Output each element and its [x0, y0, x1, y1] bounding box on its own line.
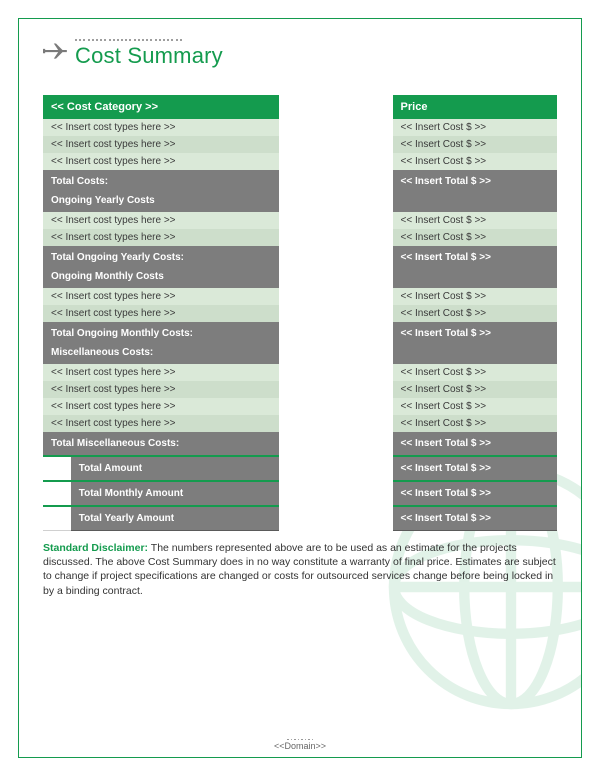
- table-row: << Insert cost types here >><< Insert Co…: [43, 136, 557, 153]
- disclaimer-text: Standard Disclaimer: The numbers represe…: [43, 541, 557, 598]
- table-row: << Insert cost types here >><< Insert Co…: [43, 229, 557, 246]
- table-row: << Insert cost types here >><< Insert Co…: [43, 381, 557, 398]
- disclaimer-title: Standard Disclaimer:: [43, 542, 148, 554]
- table-row: << Insert cost types here >><< Insert Co…: [43, 153, 557, 170]
- section-total-row: Total Miscellaneous Costs:<< Insert Tota…: [43, 432, 557, 456]
- footer-dots: [19, 739, 581, 741]
- table-row: << Insert cost types here >><< Insert Co…: [43, 398, 557, 415]
- table-row: << Insert cost types here >><< Insert Co…: [43, 305, 557, 322]
- table-row: << Insert cost types here >><< Insert Co…: [43, 364, 557, 381]
- cost-summary-table: << Cost Category >> Price << Insert cost…: [43, 95, 557, 531]
- section-heading-row: Ongoing Yearly Costs: [43, 193, 557, 212]
- grand-total-row: Total Yearly Amount<< Insert Total $ >>: [43, 506, 557, 531]
- grand-total-row: Total Monthly Amount<< Insert Total $ >>: [43, 481, 557, 506]
- page-frame: Cost Summary << Cost Category >> Price <…: [18, 18, 582, 758]
- header-dots: [75, 39, 223, 41]
- page-footer: <<Domain>>: [19, 739, 581, 752]
- table-row: << Insert cost types here >><< Insert Co…: [43, 212, 557, 229]
- table-header-row: << Cost Category >> Price: [43, 95, 557, 119]
- table-row: << Insert cost types here >><< Insert Co…: [43, 288, 557, 305]
- section-heading-row: Ongoing Monthly Costs: [43, 269, 557, 288]
- document-header: Cost Summary: [43, 39, 557, 69]
- grand-total-row: Total Amount<< Insert Total $ >>: [43, 456, 557, 481]
- section-heading-row: Miscellaneous Costs:: [43, 345, 557, 364]
- airplane-icon: [43, 39, 69, 61]
- section-total-row: Total Costs:<< Insert Total $ >>: [43, 170, 557, 193]
- table-row: << Insert cost types here >><< Insert Co…: [43, 119, 557, 136]
- col-header-price: Price: [393, 95, 557, 119]
- footer-text: <<Domain>>: [19, 741, 581, 751]
- table-row: << Insert cost types here >><< Insert Co…: [43, 415, 557, 432]
- section-total-row: Total Ongoing Monthly Costs:<< Insert To…: [43, 322, 557, 345]
- col-header-category: << Cost Category >>: [43, 95, 279, 119]
- section-total-row: Total Ongoing Yearly Costs:<< Insert Tot…: [43, 246, 557, 269]
- page-title: Cost Summary: [75, 43, 223, 69]
